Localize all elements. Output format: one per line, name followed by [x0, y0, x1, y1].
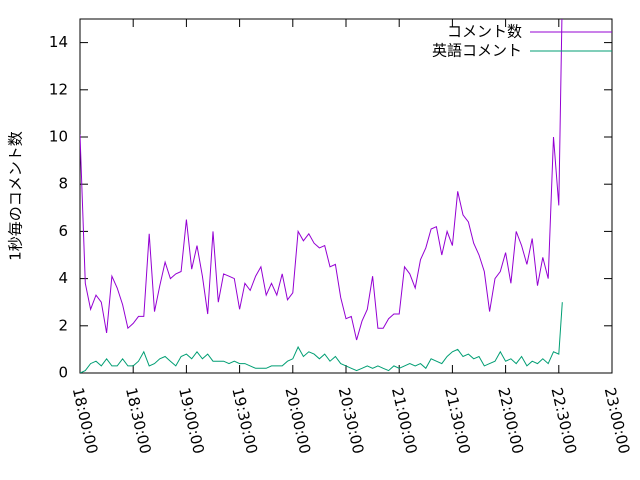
y-axis-label: 1秒毎のコメント数: [7, 131, 25, 261]
legend-label: 英語コメント: [432, 42, 522, 60]
legend-label: コメント数: [447, 23, 522, 41]
y-tick-label: 6: [58, 222, 68, 240]
y-tick-label: 14: [49, 33, 68, 51]
x-tick-label: 23:00:00: [601, 386, 634, 456]
plot-frame: [79, 18, 613, 374]
y-tick-label: 4: [58, 269, 68, 287]
x-tick-label: 20:00:00: [282, 386, 315, 456]
y-tick-label: 10: [49, 128, 68, 146]
series-line: [80, 302, 563, 373]
x-tick-label: 22:30:00: [548, 386, 581, 456]
x-tick-label: 19:00:00: [175, 386, 208, 456]
x-tick-label: 18:00:00: [69, 386, 102, 456]
y-tick-label: 0: [58, 364, 68, 382]
x-tick-label: 20:30:00: [335, 386, 368, 456]
x-tick-label: 22:00:00: [494, 386, 527, 456]
y-tick-label: 2: [58, 316, 68, 334]
series-line: [80, 19, 563, 341]
y-tick-label: 12: [49, 80, 68, 98]
x-tick-label: 21:30:00: [441, 386, 474, 456]
x-tick-label: 19:30:00: [228, 386, 261, 456]
x-tick-label: 18:30:00: [122, 386, 155, 456]
y-tick-label: 8: [58, 175, 68, 193]
x-tick-label: 21:00:00: [388, 386, 421, 456]
